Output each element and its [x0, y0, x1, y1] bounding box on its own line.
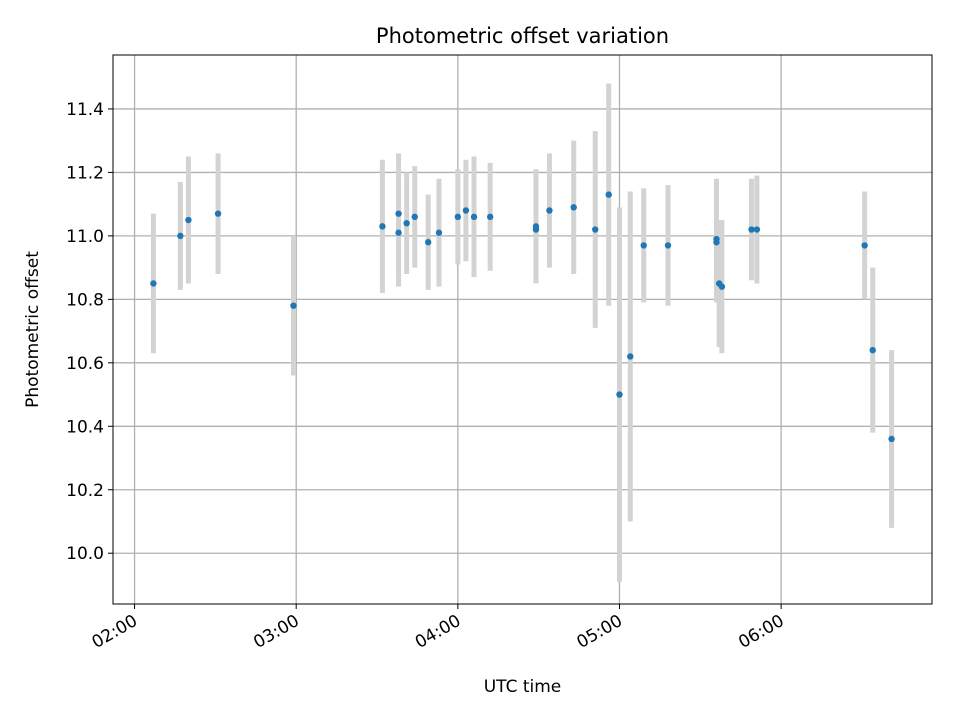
data-point [592, 226, 599, 233]
data-point [462, 207, 470, 214]
y-axis-label: Photometric offset [23, 251, 43, 408]
x-tick-label: 04:00 [412, 611, 464, 653]
data-point [753, 226, 761, 233]
x-tick-label: 06:00 [735, 611, 787, 653]
data-point [616, 391, 623, 398]
data-point [150, 280, 157, 287]
y-tick-label: 10.6 [66, 354, 104, 374]
data-point [403, 219, 410, 227]
y-tick-label: 10.4 [66, 417, 104, 437]
x-tick-label: 02:00 [89, 611, 141, 653]
data-point [411, 213, 418, 221]
chart-title: Photometric offset variation [376, 24, 669, 48]
data-point [664, 242, 672, 249]
data-point [214, 210, 222, 217]
data-point [290, 302, 297, 309]
data-point [177, 232, 184, 240]
y-tick-label: 11.4 [66, 100, 104, 120]
y-tick-label: 11.0 [66, 227, 104, 247]
data-point [425, 239, 432, 246]
data-point [640, 242, 647, 249]
grid-layer [113, 55, 932, 604]
data-point [869, 346, 876, 354]
data-point [713, 239, 720, 246]
data-point [395, 210, 402, 217]
data-point [718, 283, 726, 290]
x-tick-label: 05:00 [574, 611, 626, 653]
data-point [546, 207, 553, 214]
data-point [570, 204, 577, 211]
x-axis-label: UTC time [484, 677, 562, 697]
point-layer [150, 191, 895, 443]
data-point [532, 223, 540, 230]
y-tick-label: 11.2 [66, 163, 104, 183]
data-point [435, 229, 443, 236]
data-point [379, 223, 386, 230]
data-point [470, 213, 478, 221]
data-point [888, 435, 895, 443]
data-point [454, 213, 462, 221]
y-tick-label: 10.8 [66, 290, 104, 310]
plot-frame [112, 54, 933, 605]
y-tick-label: 10.0 [66, 544, 104, 564]
data-point [627, 353, 634, 360]
data-point [748, 226, 755, 233]
x-tick-label: 03:00 [250, 611, 302, 653]
y-tick-label: 10.2 [66, 481, 104, 501]
tick-layer: 02:00 03:00 04:00 05:00 06:00 10.0 10.2 10.4 10.… [66, 100, 787, 653]
data-point [486, 213, 494, 221]
axes-layer [112, 54, 933, 605]
data-point [861, 242, 868, 249]
data-point [185, 216, 192, 224]
data-point [605, 191, 612, 198]
data-point [395, 229, 402, 236]
